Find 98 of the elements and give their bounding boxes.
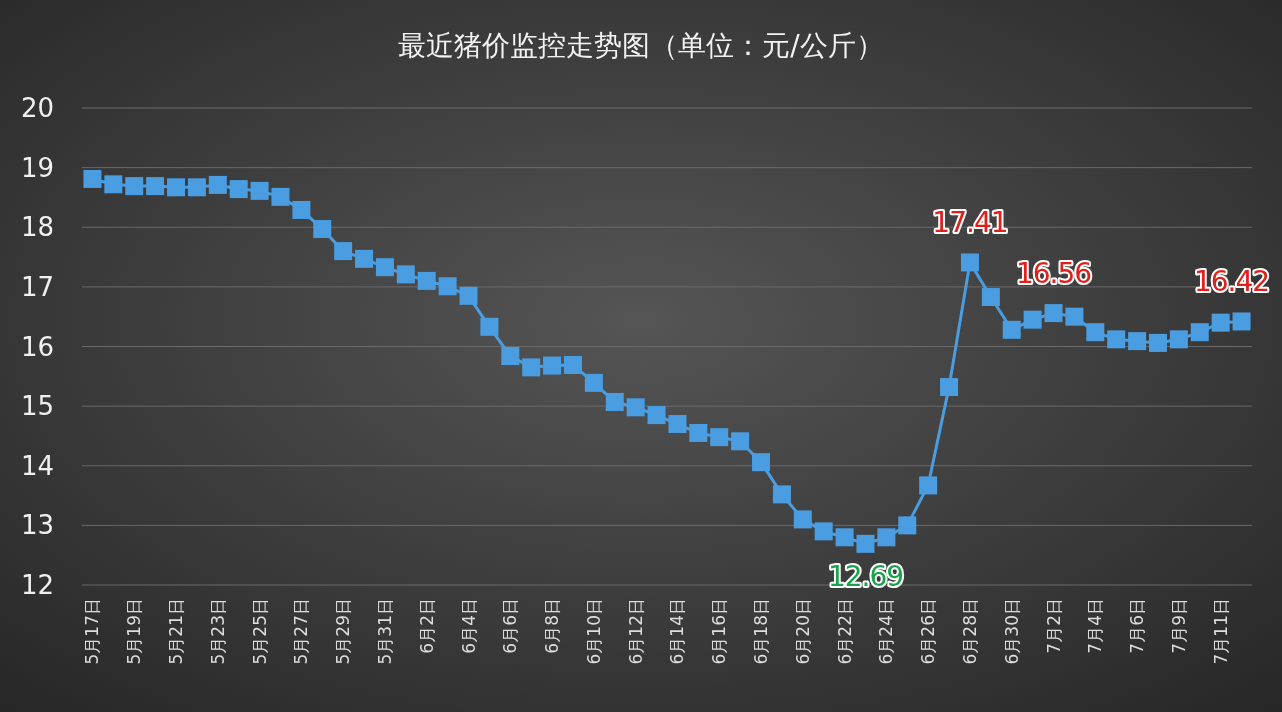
data-label: 16.42 <box>1193 265 1270 299</box>
point <box>146 177 165 196</box>
point <box>480 317 499 336</box>
y-tick-label: 20 <box>20 93 54 123</box>
point <box>125 177 144 196</box>
point <box>605 392 624 411</box>
point <box>229 180 248 199</box>
point <box>250 181 269 200</box>
point <box>1107 330 1126 349</box>
x-tick-label: 6月2日 <box>416 598 437 654</box>
y-tick-label: 12 <box>20 570 54 600</box>
x-tick-label: 7月11日 <box>1210 598 1231 665</box>
point <box>543 356 562 375</box>
x-tick-label: 5月21日 <box>166 598 187 665</box>
x-tick-label: 6月22日 <box>834 598 855 665</box>
point <box>1211 313 1230 332</box>
point <box>584 373 603 392</box>
x-tick-label: 6月10日 <box>583 598 604 665</box>
point <box>1065 307 1084 326</box>
point <box>334 242 353 261</box>
point <box>793 510 812 529</box>
point <box>960 253 979 272</box>
point <box>626 398 645 417</box>
point <box>355 249 374 268</box>
x-tick-label: 6月28日 <box>959 598 980 665</box>
point <box>375 258 394 277</box>
point <box>1128 332 1147 351</box>
point <box>877 528 896 547</box>
point <box>710 428 729 447</box>
x-tick-label: 5月29日 <box>333 598 354 665</box>
point <box>835 528 854 547</box>
y-tick-label: 16 <box>20 331 54 362</box>
point <box>313 220 332 239</box>
x-tick-label: 7月6日 <box>1127 598 1148 654</box>
point <box>83 169 102 188</box>
x-tick-label: 5月25日 <box>249 598 270 665</box>
y-tick-label: 18 <box>20 212 54 243</box>
x-tick-label: 6月26日 <box>918 598 939 665</box>
point <box>1023 310 1042 329</box>
point <box>1148 333 1167 352</box>
x-tick-label: 6月24日 <box>876 598 897 665</box>
x-tick-label: 5月27日 <box>291 598 312 665</box>
x-tick-label: 7月4日 <box>1085 598 1106 654</box>
x-tick-label: 6月18日 <box>751 598 772 665</box>
y-tick-label: 14 <box>20 450 54 481</box>
data-label: 16.56 <box>1015 257 1092 291</box>
point <box>1169 330 1188 349</box>
point <box>417 271 436 290</box>
y-tick-label: 19 <box>20 152 54 183</box>
x-tick-label: 6月8日 <box>542 598 563 654</box>
point <box>522 358 541 377</box>
point <box>1086 323 1105 342</box>
point <box>689 423 708 442</box>
point <box>501 347 520 366</box>
point <box>438 277 457 296</box>
point <box>167 178 186 197</box>
x-tick-label: 6月30日 <box>1001 598 1022 665</box>
point <box>459 286 478 305</box>
x-tick-label: 6月6日 <box>500 598 521 654</box>
x-tick-label: 6月12日 <box>625 598 646 665</box>
point <box>898 516 917 535</box>
y-tick-label: 15 <box>20 391 54 422</box>
x-tick-label: 5月31日 <box>374 598 395 665</box>
x-tick-label: 7月9日 <box>1168 598 1189 654</box>
point <box>981 288 1000 307</box>
x-tick-label: 5月17日 <box>82 598 103 665</box>
point <box>292 200 311 219</box>
x-tick-label: 6月14日 <box>667 598 688 665</box>
point <box>1044 304 1063 323</box>
point <box>187 178 206 197</box>
point <box>271 187 290 206</box>
point <box>752 453 771 472</box>
point <box>919 476 938 495</box>
point <box>104 175 123 194</box>
point <box>208 175 227 194</box>
point <box>668 415 687 434</box>
point <box>563 355 582 374</box>
point <box>856 534 875 553</box>
x-tick-label: 6月20日 <box>792 598 813 665</box>
x-tick-label: 6月16日 <box>709 598 730 665</box>
point <box>647 406 666 425</box>
x-tick-label: 6月4日 <box>458 598 479 654</box>
point <box>1232 312 1251 331</box>
x-tick-label: 5月19日 <box>124 598 145 665</box>
y-tick-label: 13 <box>20 510 54 541</box>
data-label: 12.69 <box>827 559 904 593</box>
data-label: 17.41 <box>932 206 1008 240</box>
point <box>731 432 750 451</box>
x-tick-label: 5月23日 <box>207 598 228 665</box>
point <box>814 522 833 541</box>
point <box>940 378 959 397</box>
x-tick-label: 7月2日 <box>1043 598 1064 654</box>
point <box>1002 320 1021 339</box>
point <box>396 265 415 284</box>
y-tick-label: 17 <box>20 271 54 302</box>
chart-title: 最近猪价监控走势图（单位：元/公斤） <box>398 29 884 62</box>
point <box>1190 323 1209 342</box>
point <box>772 485 791 504</box>
